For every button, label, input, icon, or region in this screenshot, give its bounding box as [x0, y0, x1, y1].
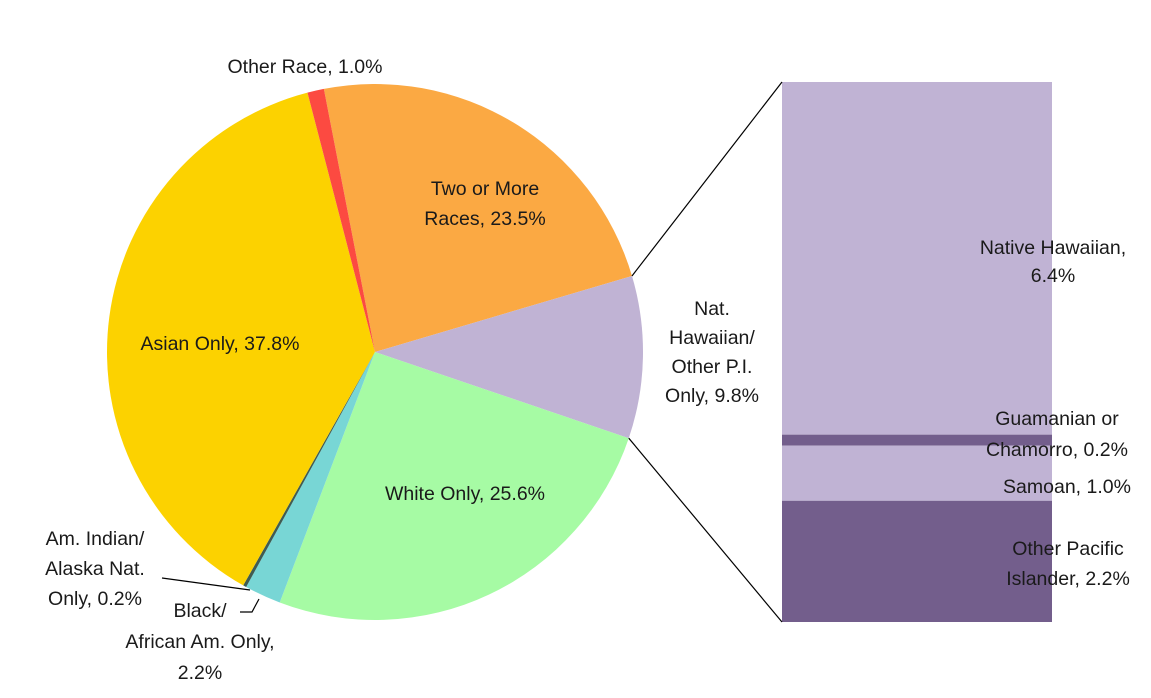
slice-label: Black/: [173, 600, 227, 622]
bar-label: Samoan, 1.0%: [1003, 476, 1131, 498]
pie-slice: [307, 88, 375, 352]
bar-segment: [782, 445, 1052, 501]
bar-segment: [782, 434, 1052, 446]
bar-label: Other Pacific: [1012, 538, 1124, 560]
slice-label: African Am. Only,: [125, 631, 274, 653]
slice-label: Other Race, 1.0%: [228, 56, 383, 78]
pie-slice: [107, 92, 376, 586]
slice-label: 2.2%: [178, 662, 222, 684]
bar-segment: [782, 82, 1052, 435]
bar-segment: [782, 500, 1052, 622]
slice-label: Nat.: [694, 298, 730, 320]
slice-label: Races, 23.5%: [424, 208, 545, 230]
slice-label: Other P.I.: [672, 356, 753, 378]
bar-label: Chamorro, 0.2%: [986, 439, 1128, 461]
leader-line: [240, 598, 260, 613]
slice-label: Asian Only, 37.8%: [141, 333, 300, 355]
bar-label: 6.4%: [1031, 265, 1075, 287]
bar-label: Guamanian or: [995, 408, 1119, 430]
slice-label: White Only, 25.6%: [385, 483, 545, 505]
slice-label: Am. Indian/: [46, 528, 145, 550]
leader-line: [161, 577, 251, 591]
bar-label: Native Hawaiian,: [980, 237, 1126, 259]
slice-label: Only, 9.8%: [665, 385, 759, 407]
slice-label: Hawaiian/: [669, 327, 755, 349]
pie-slice: [243, 352, 375, 587]
bar-label: Islander, 2.2%: [1006, 568, 1130, 590]
pie-slice: [375, 275, 644, 439]
slice-label: Alaska Nat.: [45, 558, 145, 580]
connector-line: [631, 81, 783, 277]
slice-label: Only, 0.2%: [48, 588, 142, 610]
pie-slice: [246, 352, 375, 603]
slice-label: Two or More: [431, 178, 539, 200]
connector-line: [628, 437, 783, 623]
pie-slice: [279, 352, 629, 621]
pie-slice: [323, 83, 632, 352]
